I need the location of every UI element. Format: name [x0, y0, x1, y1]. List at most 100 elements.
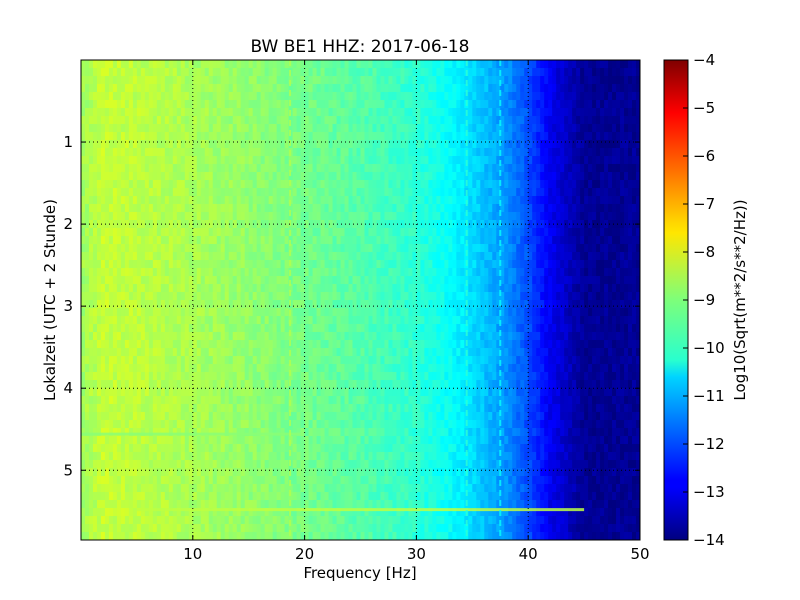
heatmap-cell: [428, 332, 433, 341]
heatmap-cell: [408, 228, 413, 237]
heatmap-cell: [276, 116, 282, 125]
heatmap-cell: [132, 324, 138, 333]
heatmap-cell: [616, 92, 621, 101]
heatmap-cell: [240, 108, 246, 117]
heatmap-cell: [392, 212, 398, 221]
heatmap-cell: [408, 68, 413, 77]
heatmap-cell: [116, 92, 122, 101]
heatmap-cell: [584, 252, 589, 261]
heatmap-cell: [424, 252, 429, 261]
heatmap-cell: [500, 172, 505, 181]
heatmap-cell: [84, 204, 90, 213]
heatmap-cell: [476, 332, 481, 341]
heatmap-cell: [628, 236, 633, 245]
heatmap-cell: [556, 140, 561, 149]
heatmap-cell: [312, 252, 318, 261]
heatmap-cell: [148, 100, 154, 109]
heatmap-cell: [96, 300, 102, 309]
heatmap-cell: [612, 300, 617, 309]
heatmap-cell: [380, 284, 386, 293]
heatmap-cell: [400, 292, 406, 301]
heatmap-cell: [196, 100, 202, 109]
heatmap-cell: [548, 164, 553, 173]
heatmap-cell: [204, 84, 210, 93]
heatmap-cell: [600, 316, 605, 325]
heatmap-cell: [144, 316, 150, 325]
heatmap-cell: [300, 92, 306, 101]
heatmap-cell: [172, 340, 178, 349]
heatmap-cell: [164, 116, 170, 125]
heatmap-cell: [168, 156, 174, 165]
heatmap-cell: [580, 284, 585, 293]
heatmap-cell: [620, 180, 625, 189]
heatmap-cell: [204, 324, 210, 333]
heatmap-cell: [444, 308, 449, 317]
heatmap-cell: [432, 180, 437, 189]
heatmap-cell: [400, 84, 406, 93]
heatmap-cell: [364, 332, 370, 341]
heatmap-cell: [424, 60, 429, 69]
heatmap-cell: [172, 84, 178, 93]
heatmap-cell: [400, 300, 406, 309]
heatmap-cell: [196, 228, 202, 237]
heatmap-cell: [364, 92, 370, 101]
heatmap-cell: [188, 116, 194, 125]
heatmap-cell: [304, 196, 310, 205]
heatmap-cell: [532, 204, 537, 213]
heatmap-cell: [412, 148, 417, 157]
heatmap-cell: [512, 316, 517, 325]
heatmap-cell: [300, 300, 306, 309]
heatmap-cell: [416, 292, 421, 301]
heatmap-cell: [252, 300, 258, 309]
heatmap-cell: [528, 148, 533, 157]
heatmap-cell: [620, 132, 625, 141]
heatmap-cell: [344, 276, 350, 285]
heatmap-cell: [360, 164, 366, 173]
heatmap-cell: [148, 204, 154, 213]
heatmap-cell: [160, 324, 166, 333]
heatmap-cell: [596, 252, 601, 261]
heatmap-cell: [88, 308, 94, 317]
heatmap-cell: [112, 172, 118, 181]
heatmap-cell: [100, 116, 106, 125]
heatmap-cell: [200, 308, 206, 317]
heatmap-cell: [164, 260, 170, 269]
heatmap-cell: [84, 164, 90, 173]
heatmap-cell: [120, 180, 126, 189]
heatmap-cell: [348, 244, 354, 253]
heatmap-cell: [432, 252, 437, 261]
heatmap-cell: [316, 316, 322, 325]
heatmap-cell: [180, 132, 186, 141]
heatmap-cell: [252, 284, 258, 293]
heatmap-cell: [568, 132, 573, 141]
heatmap-cell: [276, 76, 282, 85]
heatmap-cell: [284, 156, 290, 165]
heatmap-cell: [444, 180, 449, 189]
heatmap-cell: [272, 284, 278, 293]
heatmap-cell: [508, 252, 513, 261]
heatmap-cell: [360, 252, 366, 261]
heatmap-cell: [96, 100, 102, 109]
heatmap-cell: [592, 140, 597, 149]
heatmap-cell: [112, 164, 118, 173]
heatmap-cell: [512, 140, 517, 149]
heatmap-cell: [124, 92, 130, 101]
heatmap-cell: [612, 228, 617, 237]
heatmap-cell: [148, 340, 154, 349]
heatmap-cell: [496, 132, 501, 141]
heatmap-cell: [184, 100, 190, 109]
heatmap-cell: [152, 100, 158, 109]
heatmap-cell: [124, 140, 130, 149]
heatmap-cell: [372, 140, 378, 149]
heatmap-cell: [556, 92, 561, 101]
heatmap-cell: [524, 252, 529, 261]
heatmap-cell: [628, 156, 633, 165]
heatmap-cell: [380, 324, 386, 333]
heatmap-cell: [400, 324, 406, 333]
heatmap-cell: [564, 268, 569, 277]
heatmap-cell: [104, 124, 110, 133]
heatmap-cell: [400, 252, 406, 261]
heatmap-cell: [136, 84, 142, 93]
heatmap-cell: [232, 300, 238, 309]
heatmap-cell: [352, 100, 358, 109]
